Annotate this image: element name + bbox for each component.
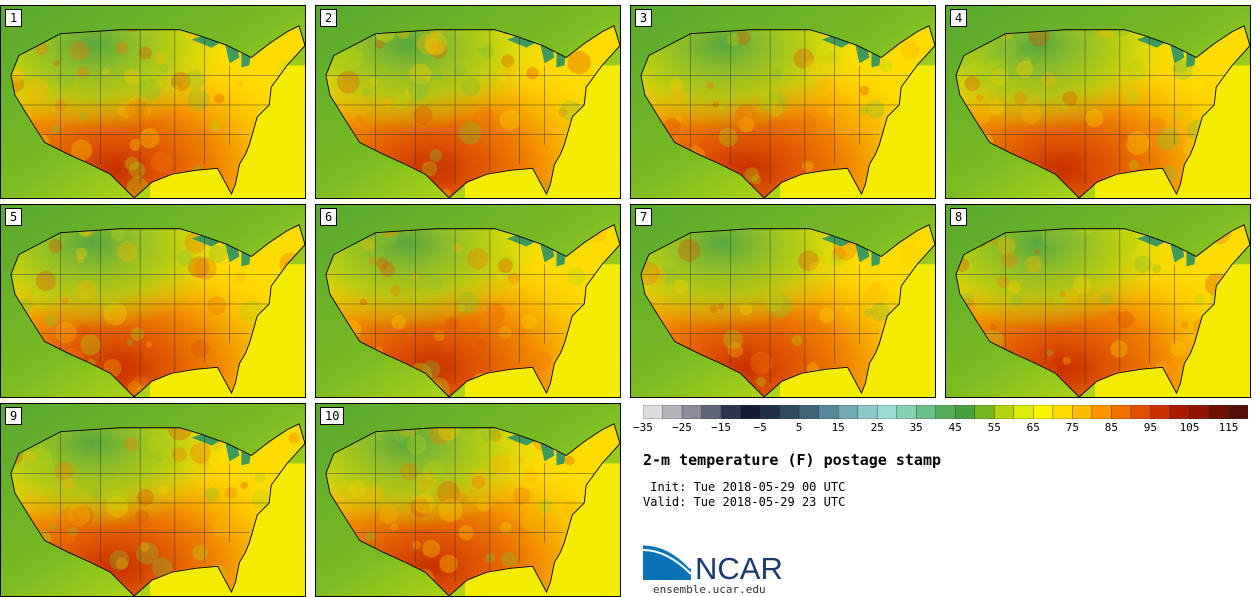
- member-number-label: 5: [5, 208, 23, 226]
- colorbar-tick-label: 55: [987, 421, 1001, 434]
- colorbar-segment: [916, 405, 937, 419]
- colorbar-segment: [935, 405, 956, 419]
- colorbar-tick-label: −25: [672, 421, 692, 434]
- temperature-map: [1, 404, 305, 596]
- member-number-label: 4: [950, 9, 968, 27]
- colorbar-tick-label: 85: [1104, 421, 1119, 434]
- ncar-logo-swoosh-icon: [643, 544, 691, 580]
- member-number-label: 9: [5, 407, 23, 425]
- page-title: 2-m temperature (F) postage stamp: [643, 451, 942, 469]
- colorbar-segment: [1130, 405, 1151, 419]
- member-panel-10: 10: [315, 403, 621, 597]
- colorbar-tick-label: 15: [831, 421, 845, 434]
- member-number-label: 3: [635, 9, 653, 27]
- colorbar-segment: [720, 405, 742, 419]
- colorbar-segment: [1052, 405, 1073, 419]
- colorbar-tick-label: −15: [711, 421, 732, 434]
- colorbar-segment: [857, 405, 878, 419]
- colorbar-segment: [837, 405, 859, 419]
- member-panel-8: 8: [945, 204, 1251, 398]
- colorbar-segment: [1189, 405, 1210, 419]
- init-time: Init: Tue 2018-05-29 00 UTC: [643, 480, 846, 494]
- temperature-map: [946, 205, 1250, 397]
- colorbar-segment: [1013, 405, 1034, 419]
- colorbar-segment: [818, 405, 839, 419]
- member-number-label: 8: [950, 208, 968, 226]
- colorbar-segment: [1169, 405, 1190, 419]
- colorbar-segment: [1150, 405, 1171, 419]
- member-panel-2: 2: [315, 5, 621, 199]
- colorbar-tick-label: 105: [1179, 421, 1200, 434]
- member-panel-6: 6: [315, 204, 621, 398]
- colorbar-segment: [1208, 405, 1229, 419]
- member-panel-1: 1: [0, 5, 306, 199]
- colorbar-segment: [1072, 405, 1093, 419]
- member-panel-3: 3: [630, 5, 936, 199]
- colorbar-tick-label: −35: [633, 421, 653, 434]
- colorbar-tick-label: 95: [1143, 421, 1158, 434]
- member-panel-9: 9: [0, 403, 306, 597]
- colorbar-segment: [662, 405, 683, 419]
- colorbar-segment: [643, 405, 664, 419]
- colorbar-tick-labels: −35 −25 −15 −5 5 15 25 35 45 55 65 75 85 95 105 115: [633, 421, 1248, 439]
- colorbar-segment: [1033, 405, 1054, 419]
- valid-time: Valid: Tue 2018-05-29 23 UTC: [643, 495, 846, 509]
- colorbar-tick-label: 5: [795, 421, 803, 434]
- colorbar-segment: [974, 405, 995, 419]
- temperature-map: [316, 404, 620, 596]
- member-number-label: 6: [320, 208, 338, 226]
- temperature-map: [1, 6, 305, 198]
- temperature-map: [316, 6, 620, 198]
- colorbar-segment: [955, 405, 976, 419]
- temperature-map: [946, 6, 1250, 198]
- colorbar-tick-label: 45: [948, 421, 962, 434]
- member-panel-5: 5: [0, 204, 306, 398]
- temperature-map: [631, 205, 935, 397]
- member-panel-7: 7: [630, 204, 936, 398]
- member-number-label: 10: [320, 407, 345, 425]
- colorbar-segment: [1228, 405, 1248, 419]
- colorbar-tick-label: −5: [753, 421, 767, 434]
- member-panel-4: 4: [945, 5, 1251, 199]
- colorbar-segment: [779, 405, 800, 419]
- temperature-map: [1, 205, 305, 397]
- colorbar-tick-label: 25: [870, 421, 884, 434]
- colorbar-segment: [896, 405, 917, 419]
- colorbar-segment: [1091, 405, 1112, 419]
- member-number-label: 2: [320, 9, 338, 27]
- colorbar-segment: [1111, 405, 1132, 419]
- colorbar-segment: [876, 405, 898, 419]
- logo-url: ensemble.ucar.edu: [653, 583, 766, 596]
- colorbar-tick-label: 65: [1026, 421, 1040, 434]
- ncar-logo: NCAR: [643, 542, 783, 582]
- ncar-logo-text: NCAR: [695, 551, 783, 582]
- colorbar-tick-label: 75: [1065, 421, 1080, 434]
- colorbar-segment: [701, 405, 722, 419]
- member-number-label: 1: [5, 9, 23, 27]
- colorbar-segment: [740, 405, 761, 419]
- colorbar-tick-label: 35: [909, 421, 923, 434]
- member-number-label: 7: [635, 208, 653, 226]
- colorbar-tick-label: 115: [1218, 421, 1239, 434]
- colorbar-segment: [994, 405, 1015, 419]
- colorbar-segment: [798, 405, 820, 419]
- temperature-map: [316, 205, 620, 397]
- temperature-map: [631, 6, 935, 198]
- temperature-colorbar: [643, 405, 1248, 419]
- colorbar-segment: [759, 405, 781, 419]
- colorbar-segment: [681, 405, 703, 419]
